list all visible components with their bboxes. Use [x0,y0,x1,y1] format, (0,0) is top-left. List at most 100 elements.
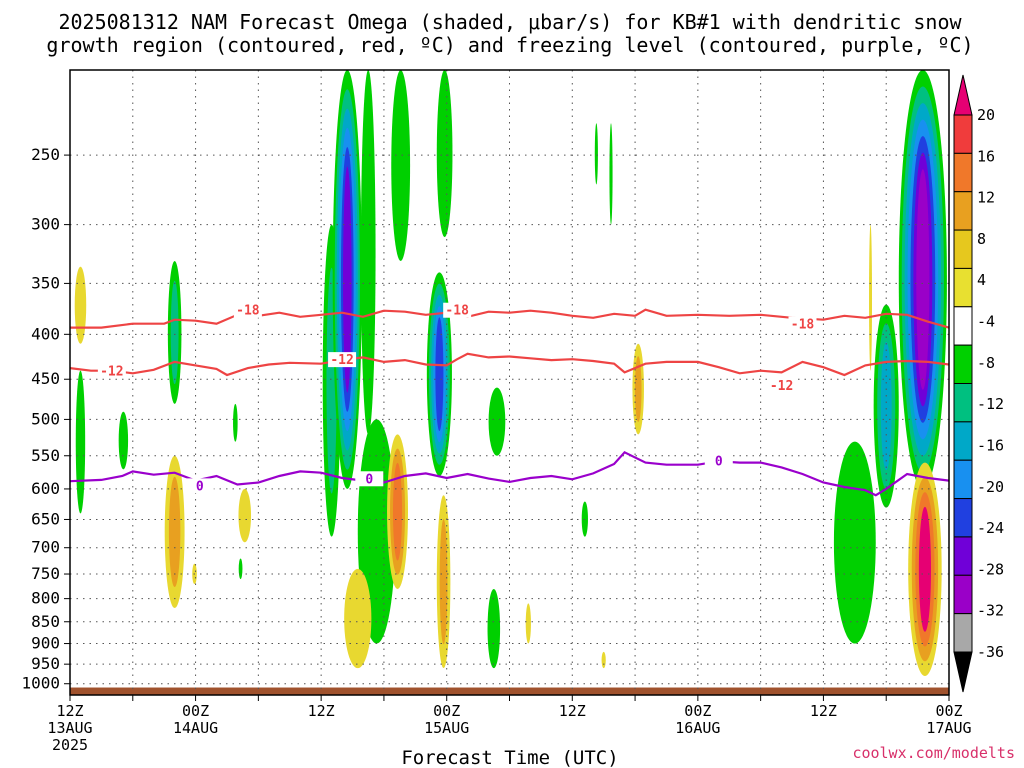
y-tick-label: 800 [31,589,60,608]
omega-cell [343,166,352,393]
y-tick-label: 850 [31,612,60,631]
contour-label: 0 [715,454,723,469]
x-axis-title: Forecast Time (UTC) [401,747,618,768]
omega-cell [233,403,238,442]
y-tick-label: 350 [31,273,60,292]
omega-cell [488,387,506,456]
omega-cell [634,356,642,422]
omega-cell [439,519,448,645]
contour-label-bg [767,377,796,393]
omega-cell [170,280,179,385]
contour-label: -12 [330,353,353,368]
colorbar-label: -12 [977,395,1004,413]
y-tick-label: 450 [31,369,60,388]
omega-cell [392,462,403,561]
omega-cell [238,488,252,543]
colorbar-label: -4 [977,313,995,331]
colorbar-box [953,267,973,308]
colorbar-label: 8 [977,230,986,248]
contour-layer: -18 -18 -18 -12 -12 -12 0 0 0 [70,302,949,497]
colorbar: 20 16 12 8 4 -4 -8 -12 -16 -20 -24 -28 -32 -36 [953,74,1004,693]
colorbar-box [953,498,973,538]
y-tick-label: 650 [31,509,60,528]
x-tick-label: 2025 [52,736,88,754]
colorbar-box [953,536,973,576]
omega-cell [74,266,87,344]
colorbar-label: 4 [977,271,986,289]
plot-grid [69,70,950,695]
omega-cell [880,341,892,471]
colorbar-arrow-top [953,74,973,116]
y-tick-label: 600 [31,479,60,498]
ground-fill [70,687,949,695]
contour-label: -18 [236,304,260,319]
colorbar-box [953,306,973,346]
omega-cell [869,224,873,371]
contour-label: -12 [770,379,793,394]
x-tick-label: 17AUG [926,719,971,737]
colorbar-label: -16 [977,436,1004,454]
y-tick-label: 500 [31,409,60,428]
contour-label: -18 [791,318,815,333]
chart-title-line1: 2025081312 NAM Forecast Omega (shaded, μ… [58,10,962,34]
y-tick-label: 300 [31,215,60,234]
omega-cell [487,588,501,669]
omega-cell [168,476,181,588]
y-tick-label: 250 [31,145,60,164]
colorbar-box [953,574,973,615]
omega-cell [916,169,930,390]
x-tick-label: 13AUG [47,719,92,737]
contour-label-bg [328,352,357,368]
colorbar-box [953,344,973,384]
x-tick-label: 15AUG [424,719,469,737]
omega-cell [118,411,129,470]
contour-label-bg [355,471,384,487]
omega-cell [436,70,453,238]
contour-label-bg [788,316,817,332]
colorbar-label: 20 [977,106,995,124]
omega-shading-layer [74,70,947,677]
chart-title-line2: growth region (contoured, red, ºC) and f… [46,33,973,57]
y-tick-label: 400 [31,324,60,343]
x-tick-label: 12Z [559,702,586,720]
y-tick-label: 700 [31,538,60,557]
contour-line [70,352,949,377]
colorbar-label: -36 [977,643,1004,661]
contour-label-bg [443,302,472,318]
contour-label: -18 [445,304,469,319]
contour-label: 0 [196,479,204,494]
colorbar-label: -20 [977,478,1004,496]
credit-text: coolwx.com/modelts [852,744,1015,762]
y-tick-label: 1000 [21,674,60,693]
colorbar-label: -8 [977,354,995,372]
omega-cell [75,370,86,514]
x-tick-label: 00Z [935,702,962,720]
colorbar-label: 12 [977,189,995,207]
x-tick-label: 12Z [810,702,837,720]
omega-cell [391,70,411,261]
omega-cell [525,603,531,644]
x-tick-label: 16AUG [675,719,720,737]
colorbar-label: -24 [977,519,1004,537]
omega-cell [918,506,932,632]
y-tick-label: 550 [31,446,60,465]
colorbar-arrow-bottom [953,651,973,693]
contour-label-bg [704,453,733,469]
omega-cell [609,123,613,225]
contour-label: 0 [365,472,373,487]
contour-label-bg [97,363,126,379]
colorbar-label: -28 [977,560,1004,578]
omega-cell [833,441,876,644]
colorbar-label: -32 [977,602,1004,620]
ground-surface [70,687,949,695]
x-tick-label: 00Z [684,702,711,720]
x-tick-label: 00Z [182,702,209,720]
omega-cell [344,568,372,669]
colorbar-box [953,459,973,500]
x-tick-label: 12Z [308,702,335,720]
x-tick-label: 12Z [56,702,83,720]
colorbar-box [953,191,973,231]
omega-cell [435,317,444,431]
